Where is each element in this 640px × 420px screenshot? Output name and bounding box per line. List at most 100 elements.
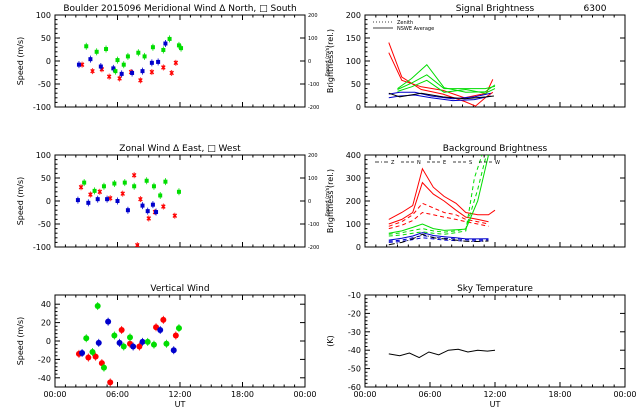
data-point <box>92 353 99 360</box>
data-point <box>160 316 167 323</box>
data-point <box>142 54 147 59</box>
y-tick-label: 200 <box>346 197 361 206</box>
y-tick-label: 50 <box>351 80 361 89</box>
series-line <box>388 237 489 243</box>
y-tick-label: 0 <box>356 243 361 252</box>
data-point <box>105 197 110 202</box>
y-tick-label: 100 <box>36 11 51 20</box>
data-point <box>179 46 184 51</box>
data-point <box>120 191 126 196</box>
data-point <box>163 340 170 347</box>
data-layer <box>76 35 184 84</box>
data-point <box>161 47 166 52</box>
data-point <box>172 213 178 219</box>
data-point <box>140 203 145 208</box>
data-point <box>125 54 130 59</box>
data-point <box>115 199 120 203</box>
data-point <box>98 64 103 69</box>
data-point <box>119 71 124 76</box>
y-tick-label: -50 <box>348 365 361 374</box>
data-point <box>138 78 143 83</box>
chart-background: Background Brightness 0 100 200 300 400 Bright… <box>326 144 626 252</box>
y-tick-label: 300 <box>346 174 361 183</box>
data-point <box>92 188 97 193</box>
plot-frame <box>54 294 306 388</box>
y-tick-label: -10 <box>348 291 361 300</box>
series-line <box>388 94 491 102</box>
chart-title: Sky Temperature <box>457 284 533 294</box>
y-tick-label: 100 <box>36 151 51 160</box>
y-right-label: Speed (m/s) <box>325 186 331 216</box>
data-point <box>145 209 150 214</box>
x-tick-label: 00:00 <box>353 390 376 399</box>
data-point <box>161 204 166 209</box>
y-tick-label: 400 <box>346 151 361 160</box>
data-layer <box>75 302 182 387</box>
y-tick-label: -50 <box>38 80 51 89</box>
data-layer <box>75 172 181 247</box>
series-line <box>388 155 487 235</box>
data-point <box>104 47 109 52</box>
series-line <box>388 202 489 227</box>
data-point <box>94 303 101 310</box>
y-right-tick-label: 200 <box>308 153 318 159</box>
y-axis-label: Speed (m/s) <box>16 37 25 86</box>
data-point <box>132 184 137 189</box>
data-point <box>79 349 86 356</box>
chart-signal: Signal Brightness 6300 0 50 100 150 200 Brightn… <box>326 4 626 112</box>
y-tick-label: -100 <box>33 243 51 252</box>
data-point <box>149 60 154 65</box>
data-layer <box>388 42 496 107</box>
chart-title: Vertical Wind <box>150 284 209 294</box>
data-layer <box>388 348 496 359</box>
data-point <box>169 70 174 76</box>
series-line <box>397 74 496 90</box>
series-line <box>388 232 489 241</box>
data-point <box>130 343 137 350</box>
data-point <box>125 208 130 213</box>
data-point <box>151 184 156 189</box>
plot-frame <box>364 154 626 248</box>
data-point <box>78 184 84 190</box>
plot-frame <box>54 154 306 248</box>
series-line <box>397 63 496 93</box>
legend-label: S <box>469 160 472 166</box>
y-tick-label: -40 <box>348 346 361 355</box>
data-point <box>94 49 99 54</box>
data-point <box>107 379 114 386</box>
legend-label: NSWE Average <box>397 26 434 32</box>
data-point <box>173 60 179 66</box>
chart-title: Zonal Wind Δ East, □ West <box>119 144 241 154</box>
data-point <box>167 36 172 41</box>
data-layer <box>388 155 496 246</box>
data-point <box>176 189 181 194</box>
data-point <box>131 172 137 178</box>
data-point <box>176 43 181 48</box>
data-point <box>157 326 164 333</box>
chart-title: Background Brightness <box>443 144 548 154</box>
y-tick-label: 150 <box>346 34 361 43</box>
data-point <box>163 41 168 46</box>
chart-title: Boulder 2015096 Meridional Wind Δ North,… <box>63 4 296 14</box>
y-tick-label: -60 <box>348 383 361 392</box>
x-axis-label: UT <box>175 400 186 409</box>
data-point <box>111 66 116 71</box>
data-point <box>138 196 143 202</box>
data-point <box>86 200 91 205</box>
y-axis-label: Brightness (rel.) <box>326 29 335 93</box>
data-point <box>154 210 159 215</box>
y-right-label: Speed (m/s) <box>325 46 331 76</box>
series-line <box>388 52 494 99</box>
data-point <box>101 184 106 189</box>
x-tick-label: 06:00 <box>418 390 441 399</box>
data-point <box>161 65 166 70</box>
data-point <box>100 364 107 371</box>
chart-meridional: Boulder 2015096 Meridional Wind Δ North,… <box>16 4 331 112</box>
data-point <box>98 360 105 367</box>
y-tick-label: -20 <box>348 309 361 318</box>
y-tick-label: -40 <box>38 374 51 383</box>
data-point <box>144 338 151 345</box>
legend-label: Z <box>391 160 395 166</box>
y-tick-label: 0 <box>46 57 51 66</box>
x-tick-label: 12:00 <box>168 390 191 399</box>
